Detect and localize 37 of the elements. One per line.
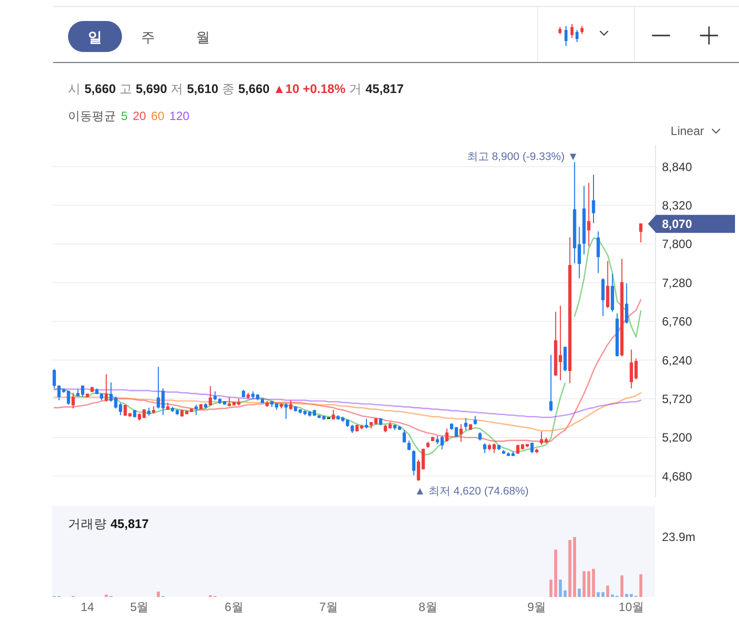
bar <box>592 568 595 597</box>
y-tick-label: 6,760 <box>662 314 692 329</box>
text: Linear <box>670 124 704 138</box>
x-tick-label: 7월 <box>319 600 338 614</box>
y-tick-label: 5,200 <box>662 430 692 445</box>
y-tick-label: 5,720 <box>662 392 692 406</box>
bar <box>630 594 633 597</box>
text: 23.9m <box>662 530 696 544</box>
x-tick-label: 10월 <box>618 600 644 614</box>
bar <box>625 594 628 597</box>
legend: 이동평균 5 20 60 120 <box>68 109 190 123</box>
y-tick-label: 4,680 <box>662 469 692 484</box>
y-tick-label: 8,320 <box>662 198 692 212</box>
x-tick-label: 14 <box>80 600 94 614</box>
text: 주 <box>141 29 155 45</box>
x-tick-label: 8월 <box>418 600 438 614</box>
bar <box>156 592 160 597</box>
annotation: 최고 8,900 (-9.33%) ▼ <box>466 151 579 164</box>
y-tick-label: 6,240 <box>662 353 692 368</box>
bar <box>602 592 604 597</box>
bar <box>578 588 581 597</box>
annotation: ▲ 최저 4,620 (74.68%) <box>414 486 529 498</box>
text: 일 <box>88 29 102 45</box>
bar <box>606 586 610 597</box>
x-tick-label: 9월 <box>527 600 546 614</box>
text: 월 <box>196 29 210 45</box>
text: 8,070 <box>662 217 692 232</box>
y-tick-label: 7,800 <box>662 237 692 252</box>
x-tick-label: 5월 <box>130 600 149 614</box>
y-tick-label: 8,840 <box>662 160 692 174</box>
x-tick-label: 6월 <box>224 600 244 614</box>
chart-title: 거래량 45,817 <box>68 517 149 531</box>
bar <box>582 571 586 597</box>
bar <box>639 574 642 597</box>
bar <box>620 575 624 597</box>
y-tick-label: 7,280 <box>662 276 692 290</box>
text: 시 5,660 고 5,690 저 5,610 종 5,660 ▲10 +0.18% 거 45,817 <box>68 82 404 96</box>
